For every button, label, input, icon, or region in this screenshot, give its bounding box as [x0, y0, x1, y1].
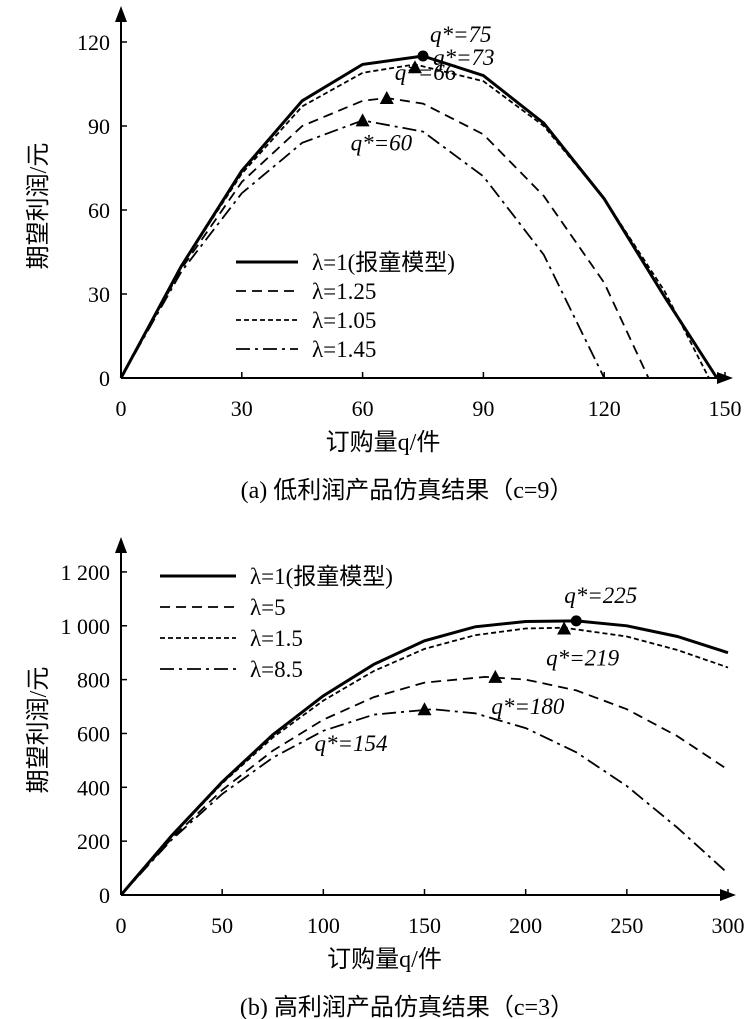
legend-label: λ=1.05 [312, 308, 376, 333]
panel-caption: (b) 高利润产品仿真结果（c=3） [240, 994, 574, 1019]
optimum-marker [379, 91, 394, 104]
optimum-marker [570, 615, 582, 627]
y-axis-title: 期望利润/元 [25, 143, 52, 270]
optimum-label: q*=180 [491, 694, 565, 719]
series-line [120, 675, 729, 896]
optimum-marker [355, 113, 370, 127]
y-tick-label: 600 [77, 721, 110, 746]
y-tick-label: 400 [77, 775, 110, 800]
y-tick-label: 1 000 [61, 614, 111, 639]
panel-caption: (a) 低利润产品仿真结果（c=9） [241, 477, 574, 504]
legend-label: λ=1.45 [312, 337, 376, 362]
legend-label: λ=1.5 [250, 626, 303, 651]
x-tick-label: 90 [472, 396, 494, 421]
y-tick-label: 200 [77, 829, 110, 854]
y-tick-label: 120 [77, 30, 110, 55]
x-tick-label: 0 [116, 396, 127, 421]
optimum-marker [488, 669, 503, 683]
x-tick-label: 150 [408, 913, 441, 938]
x-tick-label: 150 [709, 396, 742, 421]
x-tick-label: 120 [588, 396, 621, 421]
x-tick-label: 250 [610, 913, 643, 938]
series-line [120, 626, 729, 896]
optimum-label: q*=225 [564, 583, 637, 608]
series-line [119, 54, 719, 379]
optimum-marker [557, 621, 572, 635]
legend-label: λ=5 [250, 595, 286, 620]
y-tick-label: 60 [88, 198, 110, 223]
optimum-label: q*=73 [433, 45, 495, 70]
y-tick-label: 30 [88, 282, 110, 307]
x-tick-label: 50 [211, 913, 233, 938]
chart-panel-a: 0 30 60 90 120 150 0 30 60 90 120 订购量q/件 期望利润/元 λ=1(报… [25, 6, 742, 504]
x-tick-label: 100 [307, 913, 340, 938]
x-tick-label: 300 [712, 913, 745, 938]
optimum-label: q*=154 [315, 731, 388, 756]
optimum-label: q*=219 [546, 645, 620, 670]
legend-label: λ=8.5 [250, 657, 303, 682]
optimum-label: q*=75 [430, 22, 492, 47]
y-tick-label: 1 200 [61, 560, 111, 585]
series-line [120, 708, 729, 896]
optimum-label: q*=60 [351, 130, 413, 155]
optimum-marker [407, 60, 422, 74]
x-tick-label: 200 [509, 913, 542, 938]
y-axis-arrow [115, 6, 127, 22]
optimum-marker [417, 702, 432, 716]
y-axis-title: 期望利润/元 [25, 667, 52, 794]
legend-label: λ=1(报童模型) [250, 564, 393, 589]
y-tick-label: 90 [88, 114, 110, 139]
y-axis-arrow [115, 537, 127, 553]
legend-label: λ=1(报童模型) [312, 250, 455, 275]
y-tick-label: 0 [99, 366, 110, 391]
legend-label: λ=1.25 [312, 279, 376, 304]
x-axis-title: 订购量q/件 [327, 946, 442, 973]
x-tick-label: 60 [352, 396, 374, 421]
x-axis-title: 订购量q/件 [326, 429, 441, 456]
y-tick-label: 0 [99, 883, 110, 908]
optimum-marker [417, 50, 429, 62]
chart-panel-b: 0 50 100 150 200 250 300 0 200 400 600 800 1 000 1 20… [25, 537, 745, 1019]
y-tick-label: 800 [77, 668, 110, 693]
optimum-label: q*=66 [395, 60, 457, 85]
x-tick-label: 30 [231, 396, 253, 421]
x-tick-label: 0 [116, 913, 127, 938]
series-line [119, 619, 729, 896]
